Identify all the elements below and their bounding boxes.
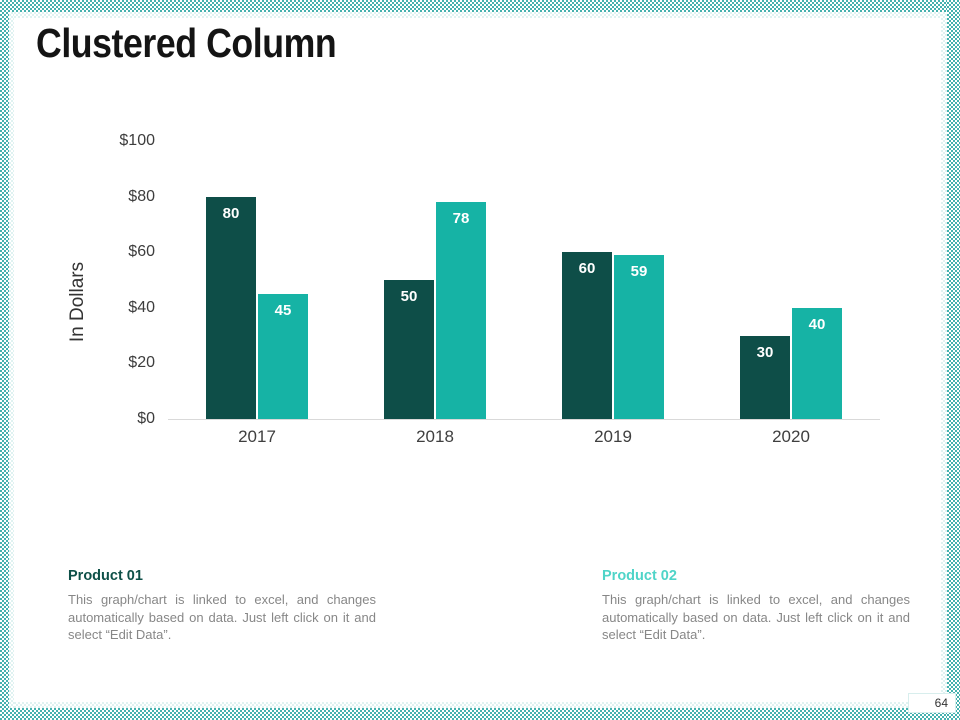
y-axis-tick-label: $0	[137, 410, 155, 427]
x-axis-category-label: 2020	[772, 427, 810, 446]
product-01-note: Product 01 This graph/chart is linked to…	[68, 568, 376, 644]
y-axis-tick-label: $60	[128, 243, 155, 261]
bar-value-label: 50	[400, 288, 418, 305]
bar-value-label: 78	[452, 210, 470, 227]
product-01-title: Product 01	[68, 568, 143, 584]
page-number: 64	[908, 693, 956, 713]
product-02-note: Product 02 This graph/chart is linked to…	[602, 568, 910, 644]
border-pattern-top-light	[0, 12, 960, 18]
product-02-title: Product 02	[602, 568, 677, 584]
bar-value-label: 40	[808, 316, 826, 333]
bar-value-label: 60	[578, 260, 596, 277]
border-pattern-right-light	[941, 0, 947, 720]
product-02-description: This graph/chart is linked to excel, and…	[602, 592, 910, 642]
bar-value-label: 80	[222, 205, 240, 222]
border-pattern-bottom-light	[0, 702, 960, 708]
bar-product-02-2019[interactable]: 59	[614, 255, 664, 419]
bar-product-02-2020[interactable]: 40	[792, 308, 842, 419]
border-pattern-top	[0, 0, 960, 12]
border-pattern-left	[0, 0, 9, 720]
bar-product-02-2018[interactable]: 78	[436, 202, 486, 419]
bar-product-01-2019[interactable]: 60	[562, 252, 612, 419]
y-axis-tick-label: $20	[128, 354, 155, 372]
y-axis-tick-label: $100	[119, 132, 155, 149]
bar-value-label: 45	[274, 302, 292, 319]
x-axis-line	[168, 419, 880, 420]
bar-value-label: 30	[756, 344, 774, 361]
x-axis-category-label: 2018	[416, 427, 454, 446]
bar-product-01-2017[interactable]: 80	[206, 197, 256, 419]
bar-product-01-2020[interactable]: 30	[740, 336, 790, 419]
border-pattern-bottom	[0, 708, 960, 720]
bar-product-01-2018[interactable]: 50	[384, 280, 434, 419]
clustered-column-chart[interactable]: In Dollars $0 $20 $40 $60 $80 $100 2017 80 45 201…	[0, 0, 960, 470]
y-axis-tick-label: $80	[128, 187, 155, 205]
bar-value-label: 59	[630, 263, 648, 280]
page-title: Clustered Column	[36, 20, 337, 66]
x-axis-category-label: 2019	[594, 427, 632, 446]
border-pattern-left-light	[9, 0, 14, 720]
bar-product-02-2017[interactable]: 45	[258, 294, 308, 419]
x-axis-category-label: 2017	[238, 427, 276, 446]
product-01-description: This graph/chart is linked to excel, and…	[68, 592, 376, 642]
y-axis-tick-label: $40	[128, 298, 155, 316]
border-pattern-right	[947, 0, 960, 720]
